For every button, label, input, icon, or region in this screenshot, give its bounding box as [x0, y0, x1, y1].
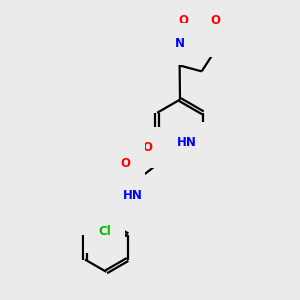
Text: S: S: [196, 29, 204, 43]
Text: N: N: [174, 38, 184, 50]
Text: HN: HN: [176, 136, 196, 149]
Text: HN: HN: [123, 189, 142, 202]
Text: O: O: [178, 14, 188, 27]
Text: O: O: [142, 141, 152, 154]
Text: Cl: Cl: [98, 225, 111, 239]
Text: O: O: [121, 157, 131, 170]
Text: O: O: [210, 14, 220, 27]
